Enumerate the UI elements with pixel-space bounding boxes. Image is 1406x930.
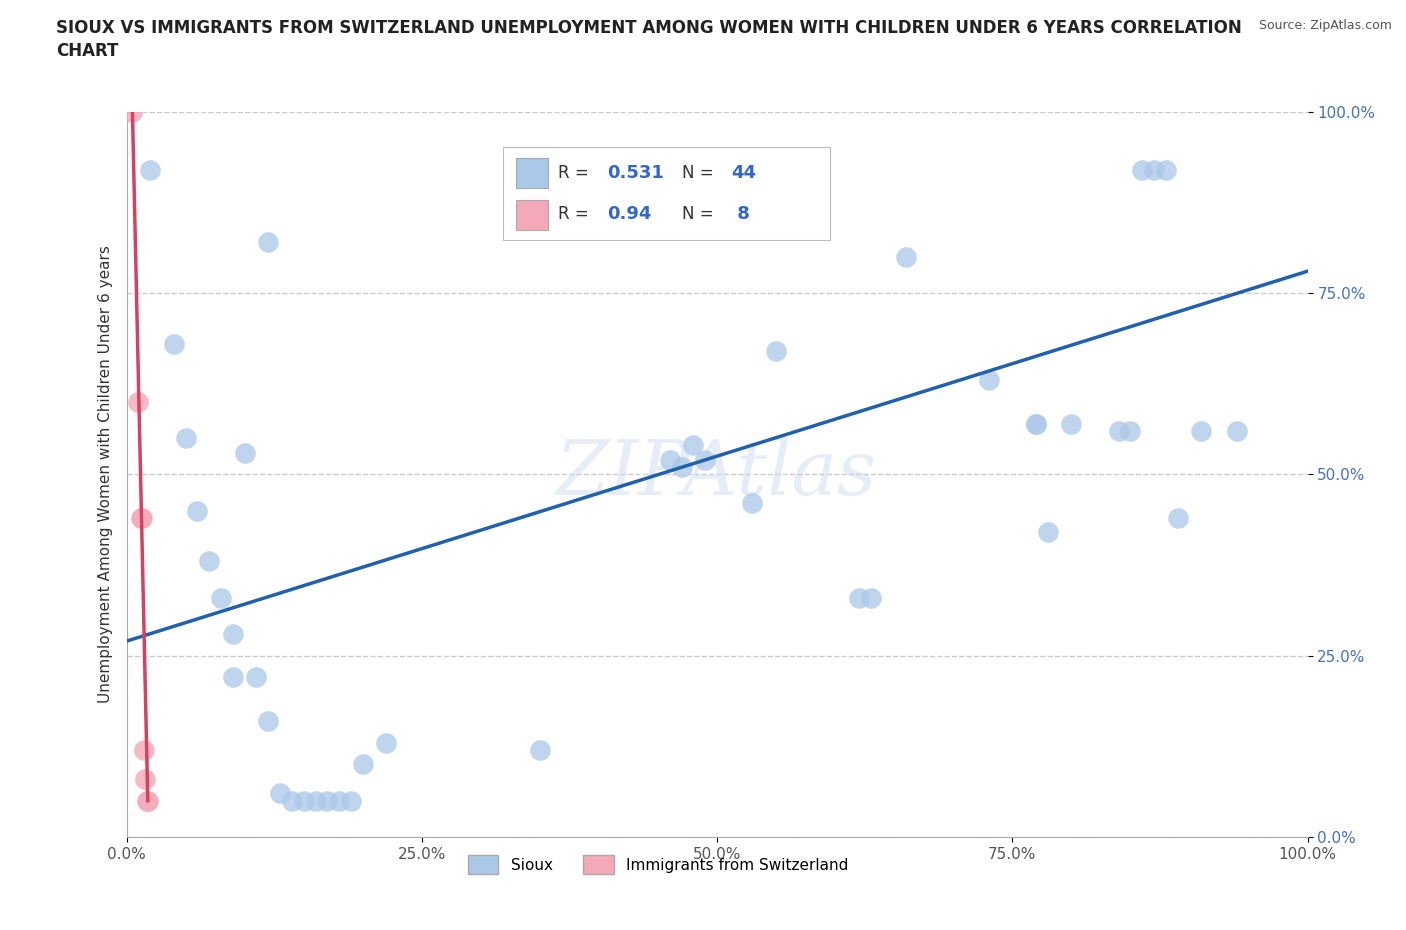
Text: Source: ZipAtlas.com: Source: ZipAtlas.com	[1258, 19, 1392, 32]
Point	[375, 736, 398, 751]
FancyBboxPatch shape	[503, 148, 830, 241]
Text: SIOUX VS IMMIGRANTS FROM SWITZERLAND UNEMPLOYMENT AMONG WOMEN WITH CHILDREN UNDE: SIOUX VS IMMIGRANTS FROM SWITZERLAND UNE…	[56, 19, 1241, 60]
Text: N =: N =	[682, 206, 714, 223]
Point	[859, 591, 882, 605]
Point	[529, 742, 551, 757]
Point	[1143, 162, 1166, 177]
Point	[129, 511, 152, 525]
FancyBboxPatch shape	[516, 158, 548, 189]
Legend: Sioux, Immigrants from Switzerland: Sioux, Immigrants from Switzerland	[461, 849, 855, 880]
Point	[127, 394, 149, 409]
Point	[281, 793, 304, 808]
Point	[1130, 162, 1153, 177]
Point	[1060, 416, 1083, 431]
Point	[1025, 416, 1047, 431]
Point	[139, 162, 162, 177]
Point	[1154, 162, 1177, 177]
Point	[257, 713, 280, 728]
Point	[352, 757, 374, 772]
Point	[209, 591, 232, 605]
Point	[1108, 423, 1130, 438]
Point	[894, 249, 917, 264]
Text: N =: N =	[682, 164, 714, 181]
Text: ZIPAtlas: ZIPAtlas	[557, 437, 877, 512]
Point	[1189, 423, 1212, 438]
Point	[134, 772, 156, 787]
Y-axis label: Unemployment Among Women with Children Under 6 years: Unemployment Among Women with Children U…	[97, 246, 112, 703]
Point	[222, 627, 245, 642]
Point	[848, 591, 870, 605]
Text: R =: R =	[558, 164, 589, 181]
Text: 8: 8	[731, 206, 751, 223]
Text: R =: R =	[558, 206, 589, 223]
Point	[222, 670, 245, 684]
Point	[977, 373, 1000, 388]
Point	[131, 511, 153, 525]
Point	[328, 793, 350, 808]
Point	[257, 234, 280, 249]
Point	[233, 445, 256, 460]
Point	[186, 503, 208, 518]
Point	[1036, 525, 1059, 539]
Point	[174, 431, 197, 445]
Point	[163, 337, 186, 352]
Point	[682, 438, 704, 453]
Point	[695, 452, 717, 467]
Point	[1226, 423, 1249, 438]
Point	[134, 742, 156, 757]
Point	[245, 670, 267, 684]
Point	[671, 459, 693, 474]
Point	[292, 793, 315, 808]
Point	[135, 793, 157, 808]
Text: 44: 44	[731, 164, 756, 181]
Point	[304, 793, 326, 808]
Point	[765, 343, 787, 358]
Text: 0.531: 0.531	[607, 164, 664, 181]
Point	[136, 793, 159, 808]
Point	[1167, 511, 1189, 525]
Point	[658, 452, 681, 467]
Point	[316, 793, 339, 808]
Point	[741, 496, 763, 511]
Point	[198, 554, 221, 569]
Point	[1119, 423, 1142, 438]
Point	[1025, 416, 1047, 431]
Point	[340, 793, 363, 808]
Text: 0.94: 0.94	[607, 206, 651, 223]
FancyBboxPatch shape	[516, 200, 548, 231]
Point	[269, 786, 291, 801]
Point	[121, 104, 143, 119]
